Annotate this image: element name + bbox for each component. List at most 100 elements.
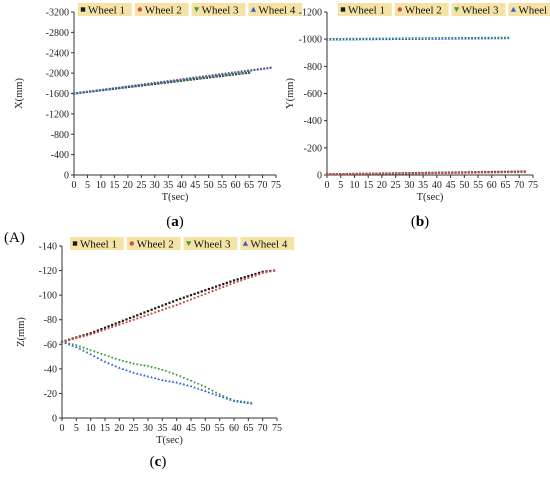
data-point [130,84,134,88]
data-point [257,273,261,276]
data-point [477,171,480,174]
data-point [121,85,124,89]
data-point [254,272,257,276]
data-point [362,172,365,175]
data-point [385,172,388,175]
data-point [225,397,229,400]
data-point [114,364,118,368]
data-point [75,345,78,348]
data-point [137,83,140,87]
data-point [118,366,121,369]
data-point [444,171,447,175]
data-point [414,172,418,175]
data-point [178,375,182,378]
x-tick-label: 25 [129,423,139,434]
data-point [117,86,121,89]
data-point [395,172,398,175]
data-point [189,298,193,301]
data-point [93,332,96,335]
chart-c: 0 5 10 15 20 25 30 35 40 45 50 55 60 65 70 750-20-40-60… [16,237,295,470]
chart-caption: (c) [150,454,167,470]
data-point [247,71,251,74]
legend-label: Wheel 4 [258,5,295,17]
data-point [240,279,243,282]
data-point [398,172,401,175]
data-point [454,37,457,40]
data-point [261,270,264,273]
legend-marker [137,7,142,12]
data-point [457,171,460,174]
x-tick-label: 75 [528,180,538,191]
data-point [474,171,477,174]
data-point [186,383,189,387]
data-point [114,357,118,361]
x-axis-label: T(sec) [162,192,189,203]
data-point [246,401,250,404]
data-point [171,300,175,303]
legend-label: Wheel 4 [518,5,550,17]
data-point [487,36,490,40]
data-point [490,36,494,40]
x-tick-label: 65 [243,423,253,434]
data-point [111,325,114,329]
data-point [107,327,110,330]
data-point [110,356,114,360]
legend-bg [240,237,295,250]
data-point [146,82,150,85]
data-point [243,69,247,73]
x-tick-label: 50 [200,423,210,434]
data-point [378,37,382,41]
y-axis-label: Y(mm) [285,78,296,109]
data-point [249,68,253,72]
y-tick-label: -3200 [46,8,69,19]
data-point [143,311,146,314]
data-point [250,275,254,278]
data-point [214,285,218,288]
legend-marker [510,6,517,12]
data-point [207,388,211,391]
y-tick-label: 0 [317,171,322,182]
y-tick-label: -60 [44,340,57,351]
data-point [171,380,175,383]
data-point [266,66,269,70]
y-tick-label: 0 [64,171,69,182]
data-point [385,37,388,41]
legend-bg [394,3,449,16]
data-point [345,172,348,176]
chart-caption: (b) [411,214,429,230]
data-point [470,171,474,174]
data-point [136,317,139,320]
x-tick-label: 15 [363,180,373,191]
data-point [391,37,395,41]
data-point [451,171,454,174]
y-tick-label: -400 [51,150,69,161]
data-point [232,281,236,284]
y-tick-label: -2000 [46,69,69,80]
data-point [371,37,375,41]
data-point [150,312,153,315]
data-point [254,274,257,277]
data-point [394,37,398,41]
data-point [503,36,507,40]
data-point [175,298,178,302]
data-point [211,286,214,289]
data-point [230,71,234,74]
x-tick-label: 60 [229,423,239,434]
data-point [114,322,117,325]
data-point [232,399,236,402]
data-point [186,299,189,302]
data-point [358,172,362,176]
legend-marker [340,7,346,12]
data-point [332,173,335,176]
data-point [365,37,368,41]
legend-bg [508,3,550,16]
data-point [185,77,189,80]
data-point [128,319,132,323]
x-tick-label: 45 [190,180,200,191]
x-tick-label: 0 [325,180,330,191]
data-point [460,37,464,40]
data-point [168,301,171,304]
data-point [60,340,64,343]
data-point [100,353,103,356]
data-point [348,37,352,41]
